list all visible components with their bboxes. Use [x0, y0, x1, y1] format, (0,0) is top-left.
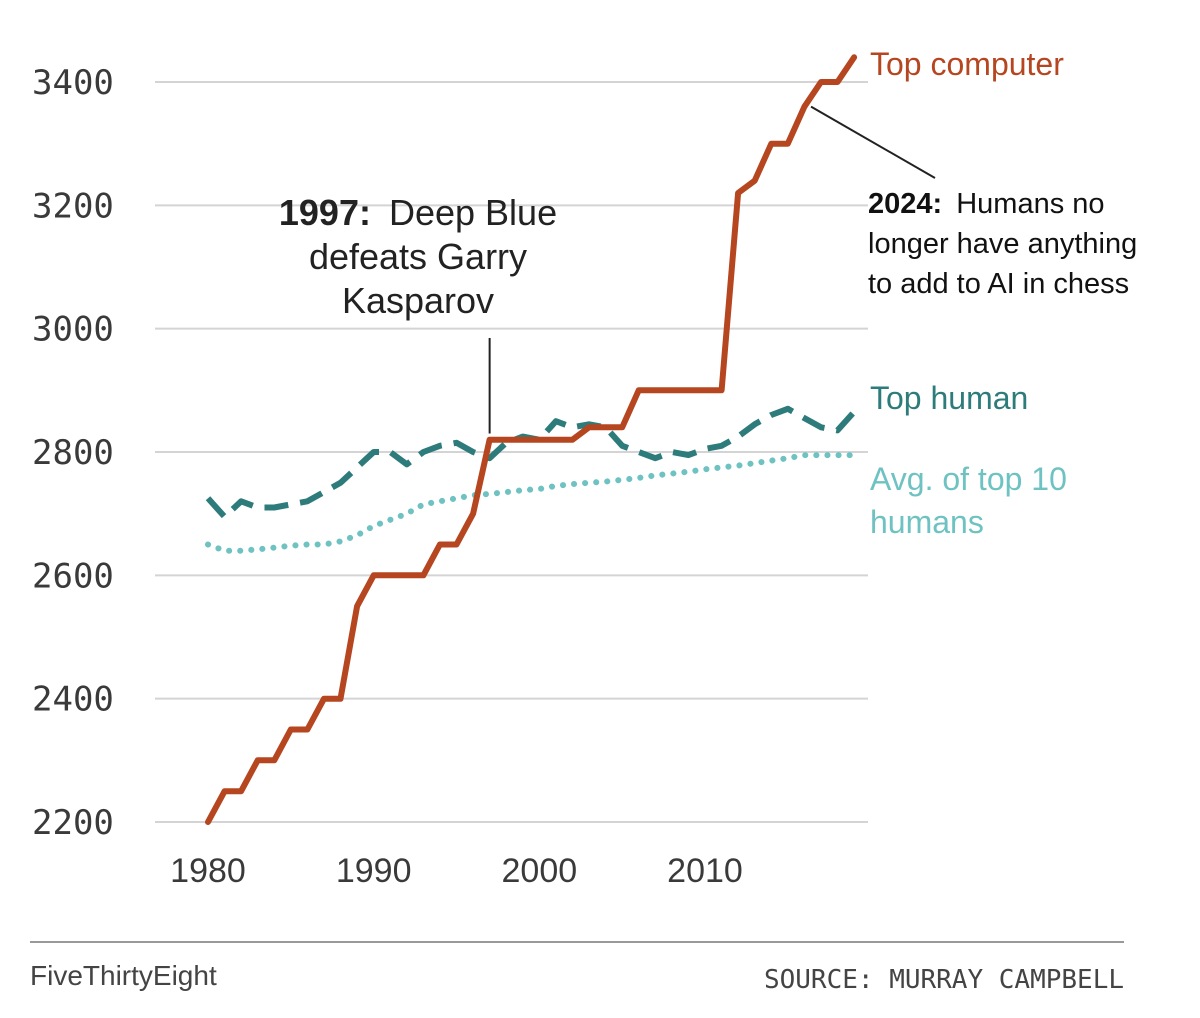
svg-text:2024: Humans no: 2024: Humans no: [868, 188, 1105, 220]
annotation-2024: 2024: Humans no longer have anything to …: [810, 105, 1137, 300]
annotation-2024-line1: Humans no: [956, 188, 1104, 220]
footer-brand: FiveThirtyEight: [30, 960, 217, 991]
annotation-deep-blue: 1997: Deep Blue defeats Garry Kasparov: [279, 192, 557, 434]
annotation-deep-blue-line1: Deep Blue: [389, 192, 557, 233]
series-line-top-computer: [205, 54, 858, 825]
footer-source: SOURCE: MURRAY CAMPBELL: [764, 965, 1124, 995]
annotation-2024-line2: longer have anything: [868, 228, 1137, 260]
grid-lines: [155, 81, 868, 823]
annotation-deep-blue-line2: defeats Garry: [309, 236, 527, 277]
series-label-avg-line2: humans: [870, 504, 984, 540]
y-tick-label: 2200: [32, 803, 114, 843]
series-label-avg-line1: Avg. of top 10: [870, 461, 1067, 497]
y-tick-label: 2600: [32, 556, 114, 596]
y-axis-ticks: 2200 2400 2600 2800 3000 3200 3400: [32, 63, 114, 843]
annotation-2024-year: 2024:: [868, 188, 942, 220]
series-label-top-computer: Top computer: [870, 46, 1064, 82]
y-tick-label: 2400: [32, 680, 114, 720]
y-tick-label: 3000: [32, 310, 114, 350]
y-tick-label: 2800: [32, 433, 114, 473]
x-tick-label: 1980: [170, 852, 246, 890]
annotation-deep-blue-year: 1997:: [279, 192, 371, 233]
x-axis-ticks: 1980 1990 2000 2010: [170, 852, 743, 890]
y-tick-label: 3400: [32, 63, 114, 103]
series-line-top-human: [205, 405, 857, 520]
annotation-2024-line3: to add to AI in chess: [868, 268, 1129, 300]
x-tick-label: 2010: [667, 852, 743, 890]
x-tick-label: 1990: [336, 852, 412, 890]
series-line-avg-top10: [205, 452, 858, 554]
series-lines: [205, 54, 858, 825]
x-tick-label: 2000: [502, 852, 578, 890]
annotation-2024-leader: [810, 105, 936, 179]
svg-text:1997: Deep Blue: 1997: Deep Blue: [279, 192, 557, 233]
y-tick-label: 3200: [32, 186, 114, 226]
annotation-deep-blue-line3: Kasparov: [342, 280, 494, 321]
series-label-top-human: Top human: [870, 380, 1028, 416]
